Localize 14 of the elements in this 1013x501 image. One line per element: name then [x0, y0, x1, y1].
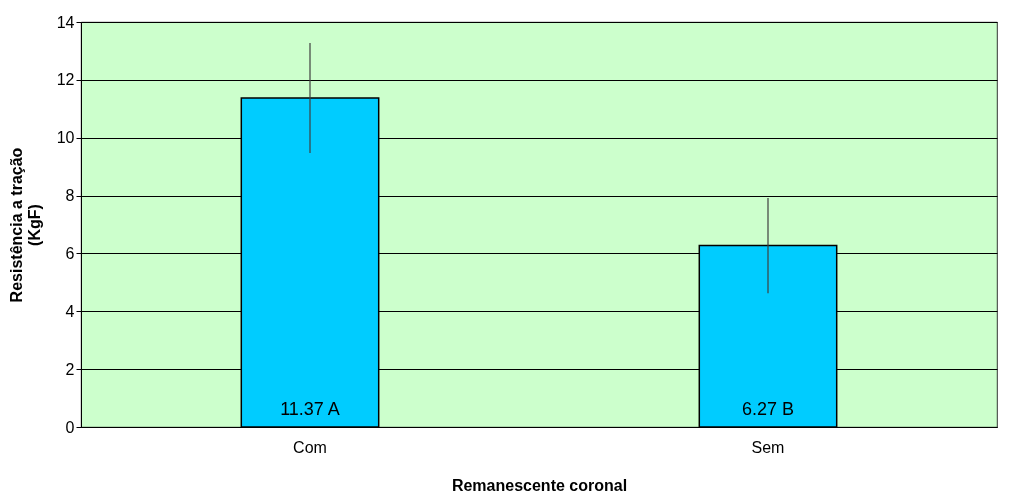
- y-tick-label: 0: [65, 418, 75, 436]
- x-tick-label: Sem: [751, 438, 785, 456]
- y-tick-label: 10: [56, 129, 75, 147]
- x-axis-title: Remanescente coronal: [451, 476, 628, 494]
- y-tick-label: 6: [65, 244, 75, 262]
- y-axis-title: Resistência a tração (KgF): [7, 147, 43, 303]
- y-tick-label: 14: [56, 13, 75, 31]
- x-tick-label: Com: [293, 438, 327, 456]
- y-tick-label: 12: [56, 71, 75, 89]
- y-tick-label: 8: [65, 187, 75, 205]
- y-tick-label: 2: [65, 360, 75, 378]
- data-label: 11.37 A: [280, 399, 340, 419]
- y-tick-label: 4: [65, 302, 75, 320]
- data-label: 6.27 B: [741, 399, 795, 419]
